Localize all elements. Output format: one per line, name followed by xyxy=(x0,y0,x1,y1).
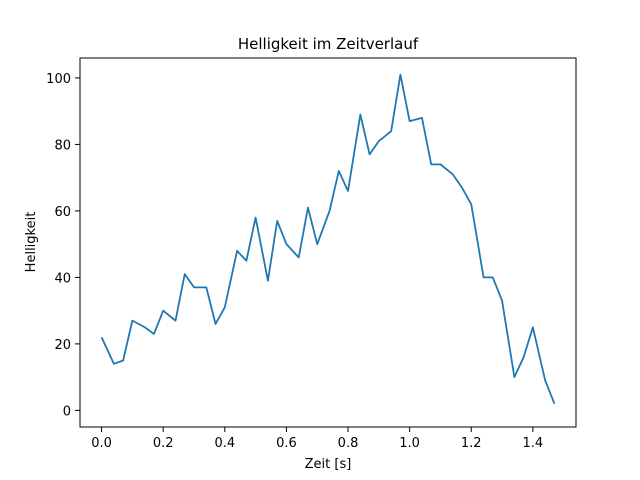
x-tick-label: 1.4 xyxy=(523,436,544,451)
y-axis-ticks: 0 20 40 60 80 100 xyxy=(46,72,80,419)
x-tick-label: 0.8 xyxy=(338,436,359,451)
x-tick-label: 0.2 xyxy=(153,436,174,451)
y-tick-label: 60 xyxy=(54,205,71,220)
x-axis-label: Zeit [s] xyxy=(305,457,352,472)
plot-area-frame xyxy=(79,57,577,428)
y-tick-label: 0 xyxy=(63,404,71,419)
x-tick-label: 1.2 xyxy=(461,436,482,451)
y-tick-label: 80 xyxy=(54,138,71,153)
y-tick-label: 40 xyxy=(54,271,71,286)
x-tick-label: 1.0 xyxy=(399,436,420,451)
series-line xyxy=(100,73,556,405)
x-tick-label: 0.4 xyxy=(214,436,235,451)
y-tick-label: 100 xyxy=(46,72,71,87)
y-axis-label: Helligkeit xyxy=(24,212,39,273)
x-tick-label: 0.0 xyxy=(91,436,112,451)
x-axis-ticks: 0.0 0.2 0.4 0.6 0.8 1.0 1.2 1.4 xyxy=(91,427,543,451)
x-tick-label: 0.6 xyxy=(276,436,297,451)
y-tick-label: 20 xyxy=(54,338,71,353)
chart-title: Helligkeit im Zeitverlauf xyxy=(238,35,419,53)
